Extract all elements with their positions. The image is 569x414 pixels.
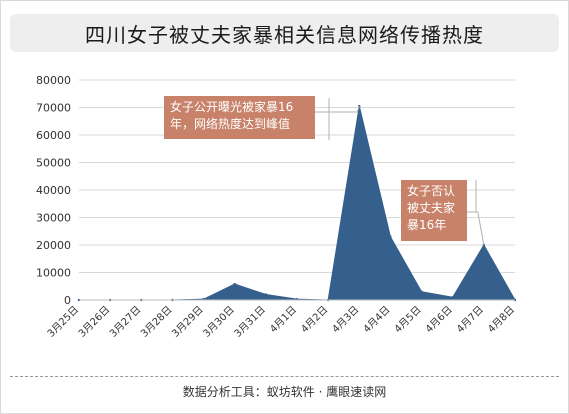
x-tick-label: 4月4日 xyxy=(361,304,393,336)
footer-source: 数据分析工具：蚁坊软件 · 鹰眼速读网 xyxy=(182,385,387,399)
data-point xyxy=(420,290,423,293)
y-tick-label: 20000 xyxy=(36,239,71,252)
x-tick-label: 3月28日 xyxy=(138,304,174,340)
x-tick-label: 4月5日 xyxy=(392,304,424,336)
x-tick-label: 3月29日 xyxy=(170,304,206,340)
data-point xyxy=(389,235,392,238)
title-banner: 四川女子被丈夫家暴相关信息网络传播热度 xyxy=(10,14,559,52)
y-tick-label: 80000 xyxy=(36,74,71,87)
x-tick-label: 3月30日 xyxy=(201,304,237,340)
y-tick-label: 40000 xyxy=(36,184,71,197)
data-point xyxy=(233,282,236,286)
x-tick-label: 4月1日 xyxy=(267,304,299,336)
x-tick-label: 3月26日 xyxy=(76,304,112,340)
y-tick-label: 60000 xyxy=(36,129,71,142)
y-tick-label: 10000 xyxy=(36,267,71,280)
x-tick-label: 4月3日 xyxy=(330,304,362,336)
x-tick-label: 4月8日 xyxy=(485,304,517,336)
x-tick-label: 3月25日 xyxy=(45,304,81,340)
annotation-peak: 女子公开曝光被家暴16年，网络热度达到峰值 xyxy=(164,96,315,139)
annotation-denial: 女子否认被丈夫家暴16年 xyxy=(401,180,467,241)
x-tick-label: 4月2日 xyxy=(299,304,331,336)
data-point xyxy=(451,296,454,299)
x-tick-label: 3月27日 xyxy=(107,304,143,340)
chart-title: 四川女子被丈夫家暴相关信息网络传播热度 xyxy=(85,22,484,47)
data-point xyxy=(264,293,268,296)
annotation-leader-denial xyxy=(467,211,485,246)
y-tick-label: 30000 xyxy=(36,212,71,225)
x-tick-label: 4月7日 xyxy=(454,304,486,336)
x-tick-label: 4月6日 xyxy=(423,304,455,336)
y-tick-label: 70000 xyxy=(36,102,71,115)
footer-divider xyxy=(10,376,559,377)
y-tick-label: 0 xyxy=(64,294,71,307)
y-tick-label: 50000 xyxy=(36,157,71,170)
x-tick-label: 3月31日 xyxy=(232,304,268,340)
